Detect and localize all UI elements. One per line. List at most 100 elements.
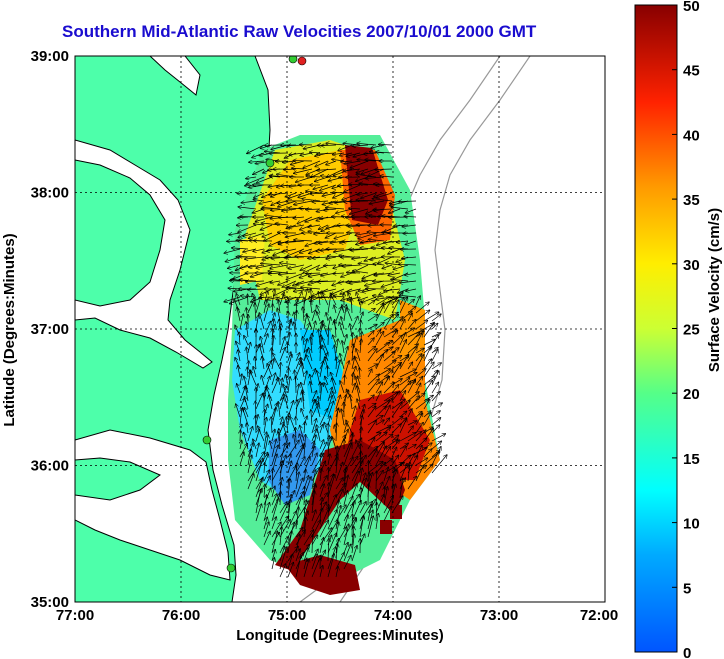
velocity-vector	[272, 304, 273, 314]
velocity-vector	[367, 331, 374, 338]
velocity-vector	[383, 434, 393, 442]
velocity-vector	[323, 325, 329, 338]
colorbar-tick-label: 35	[683, 192, 700, 209]
velocity-vector	[353, 271, 369, 273]
velocity-vector	[351, 316, 358, 330]
velocity-vector	[296, 400, 297, 418]
y-tick-label: 37:00	[31, 321, 69, 338]
velocity-vector	[407, 445, 416, 450]
velocity-vector	[399, 319, 405, 330]
velocity-vector	[367, 300, 375, 306]
velocity-vector	[327, 401, 334, 418]
velocity-vector	[254, 192, 265, 198]
velocity-vector	[375, 343, 390, 354]
velocity-vector	[311, 555, 321, 578]
velocity-vector	[319, 507, 329, 530]
velocity-vector	[253, 367, 257, 378]
velocity-vector	[376, 152, 393, 153]
velocity-vector	[391, 300, 399, 314]
velocity-vector	[351, 383, 355, 394]
y-tick-label: 35:00	[31, 594, 69, 611]
velocity-vector	[309, 272, 329, 277]
velocity-vector	[239, 332, 240, 346]
velocity-vector	[399, 333, 406, 346]
velocity-vector	[408, 462, 410, 482]
velocity-vector	[279, 337, 285, 354]
velocity-vector	[272, 359, 274, 370]
velocity-vector	[399, 478, 403, 498]
colorbar-tick-label: 25	[683, 322, 700, 339]
velocity-vector	[259, 200, 273, 204]
chesapeake-bay	[75, 139, 213, 369]
velocity-vector	[355, 376, 361, 394]
velocity-vector	[288, 297, 305, 298]
velocity-vector	[326, 208, 345, 210]
velocity-vector	[271, 558, 275, 570]
velocity-vector	[304, 422, 305, 434]
velocity-vector	[415, 438, 427, 450]
velocity-vector	[255, 504, 262, 522]
velocity-vector	[319, 484, 324, 498]
velocity-vector	[407, 456, 418, 474]
velocity-vector	[255, 315, 259, 330]
velocity-vector	[340, 381, 345, 394]
velocity-vector	[388, 273, 401, 275]
velocity-vector	[391, 447, 397, 458]
station-marker	[265, 158, 275, 168]
velocity-vector	[287, 511, 296, 530]
velocity-vector	[271, 498, 279, 522]
pamlico-sound	[75, 429, 231, 581]
velocity-vector	[357, 143, 377, 145]
velocity-vector	[324, 423, 329, 434]
velocity-vector	[271, 494, 277, 506]
velocity-vector	[431, 382, 439, 394]
velocity-vector	[324, 383, 329, 394]
velocity-vector	[383, 447, 390, 458]
velocity-vector	[247, 455, 252, 474]
velocity-vector	[351, 546, 357, 562]
velocity-vector	[335, 360, 340, 378]
velocity-vector	[341, 317, 345, 330]
velocity-vector	[302, 392, 304, 410]
velocity-vector	[350, 160, 369, 168]
velocity-vector	[415, 369, 426, 378]
velocity-vector	[303, 477, 311, 498]
velocity-vector	[375, 391, 381, 402]
velocity-vector	[407, 396, 419, 410]
velocity-vector	[295, 443, 305, 466]
velocity-vector	[399, 419, 407, 434]
velocity-vector	[391, 292, 403, 306]
velocity-vector	[324, 265, 337, 266]
velocity-vector	[311, 468, 320, 482]
velocity-vector	[375, 471, 383, 482]
velocity-vector	[367, 395, 374, 402]
velocity-vector	[399, 378, 410, 386]
velocity-vector	[375, 330, 381, 338]
velocity-vector	[415, 377, 423, 386]
velocity-vector	[333, 192, 345, 198]
velocity-vector	[264, 463, 265, 474]
velocity-vector	[423, 340, 435, 346]
velocity-vector	[359, 534, 365, 546]
velocity-vector	[382, 264, 393, 269]
plot-frame	[74, 55, 606, 603]
y-tick-label: 39:00	[31, 48, 69, 65]
velocity-vector	[306, 176, 321, 177]
velocity-vector	[261, 376, 264, 386]
velocity-vector	[407, 432, 421, 442]
y-tick-label: 38:00	[31, 185, 69, 202]
velocity-vector	[356, 174, 377, 178]
velocity-vector	[391, 317, 403, 330]
velocity-vector	[351, 417, 355, 426]
velocity-vector	[279, 443, 290, 458]
velocity-vector	[391, 331, 398, 338]
velocity-vector	[237, 307, 241, 322]
velocity-vector	[333, 273, 345, 274]
velocity-vector	[287, 563, 293, 578]
velocity-vector	[320, 346, 321, 362]
velocity-vector	[415, 348, 424, 354]
velocity-vector	[287, 354, 292, 370]
x-tick-label: 77:00	[56, 607, 94, 624]
velocity-vector	[247, 367, 248, 378]
velocity-vector	[359, 515, 364, 538]
